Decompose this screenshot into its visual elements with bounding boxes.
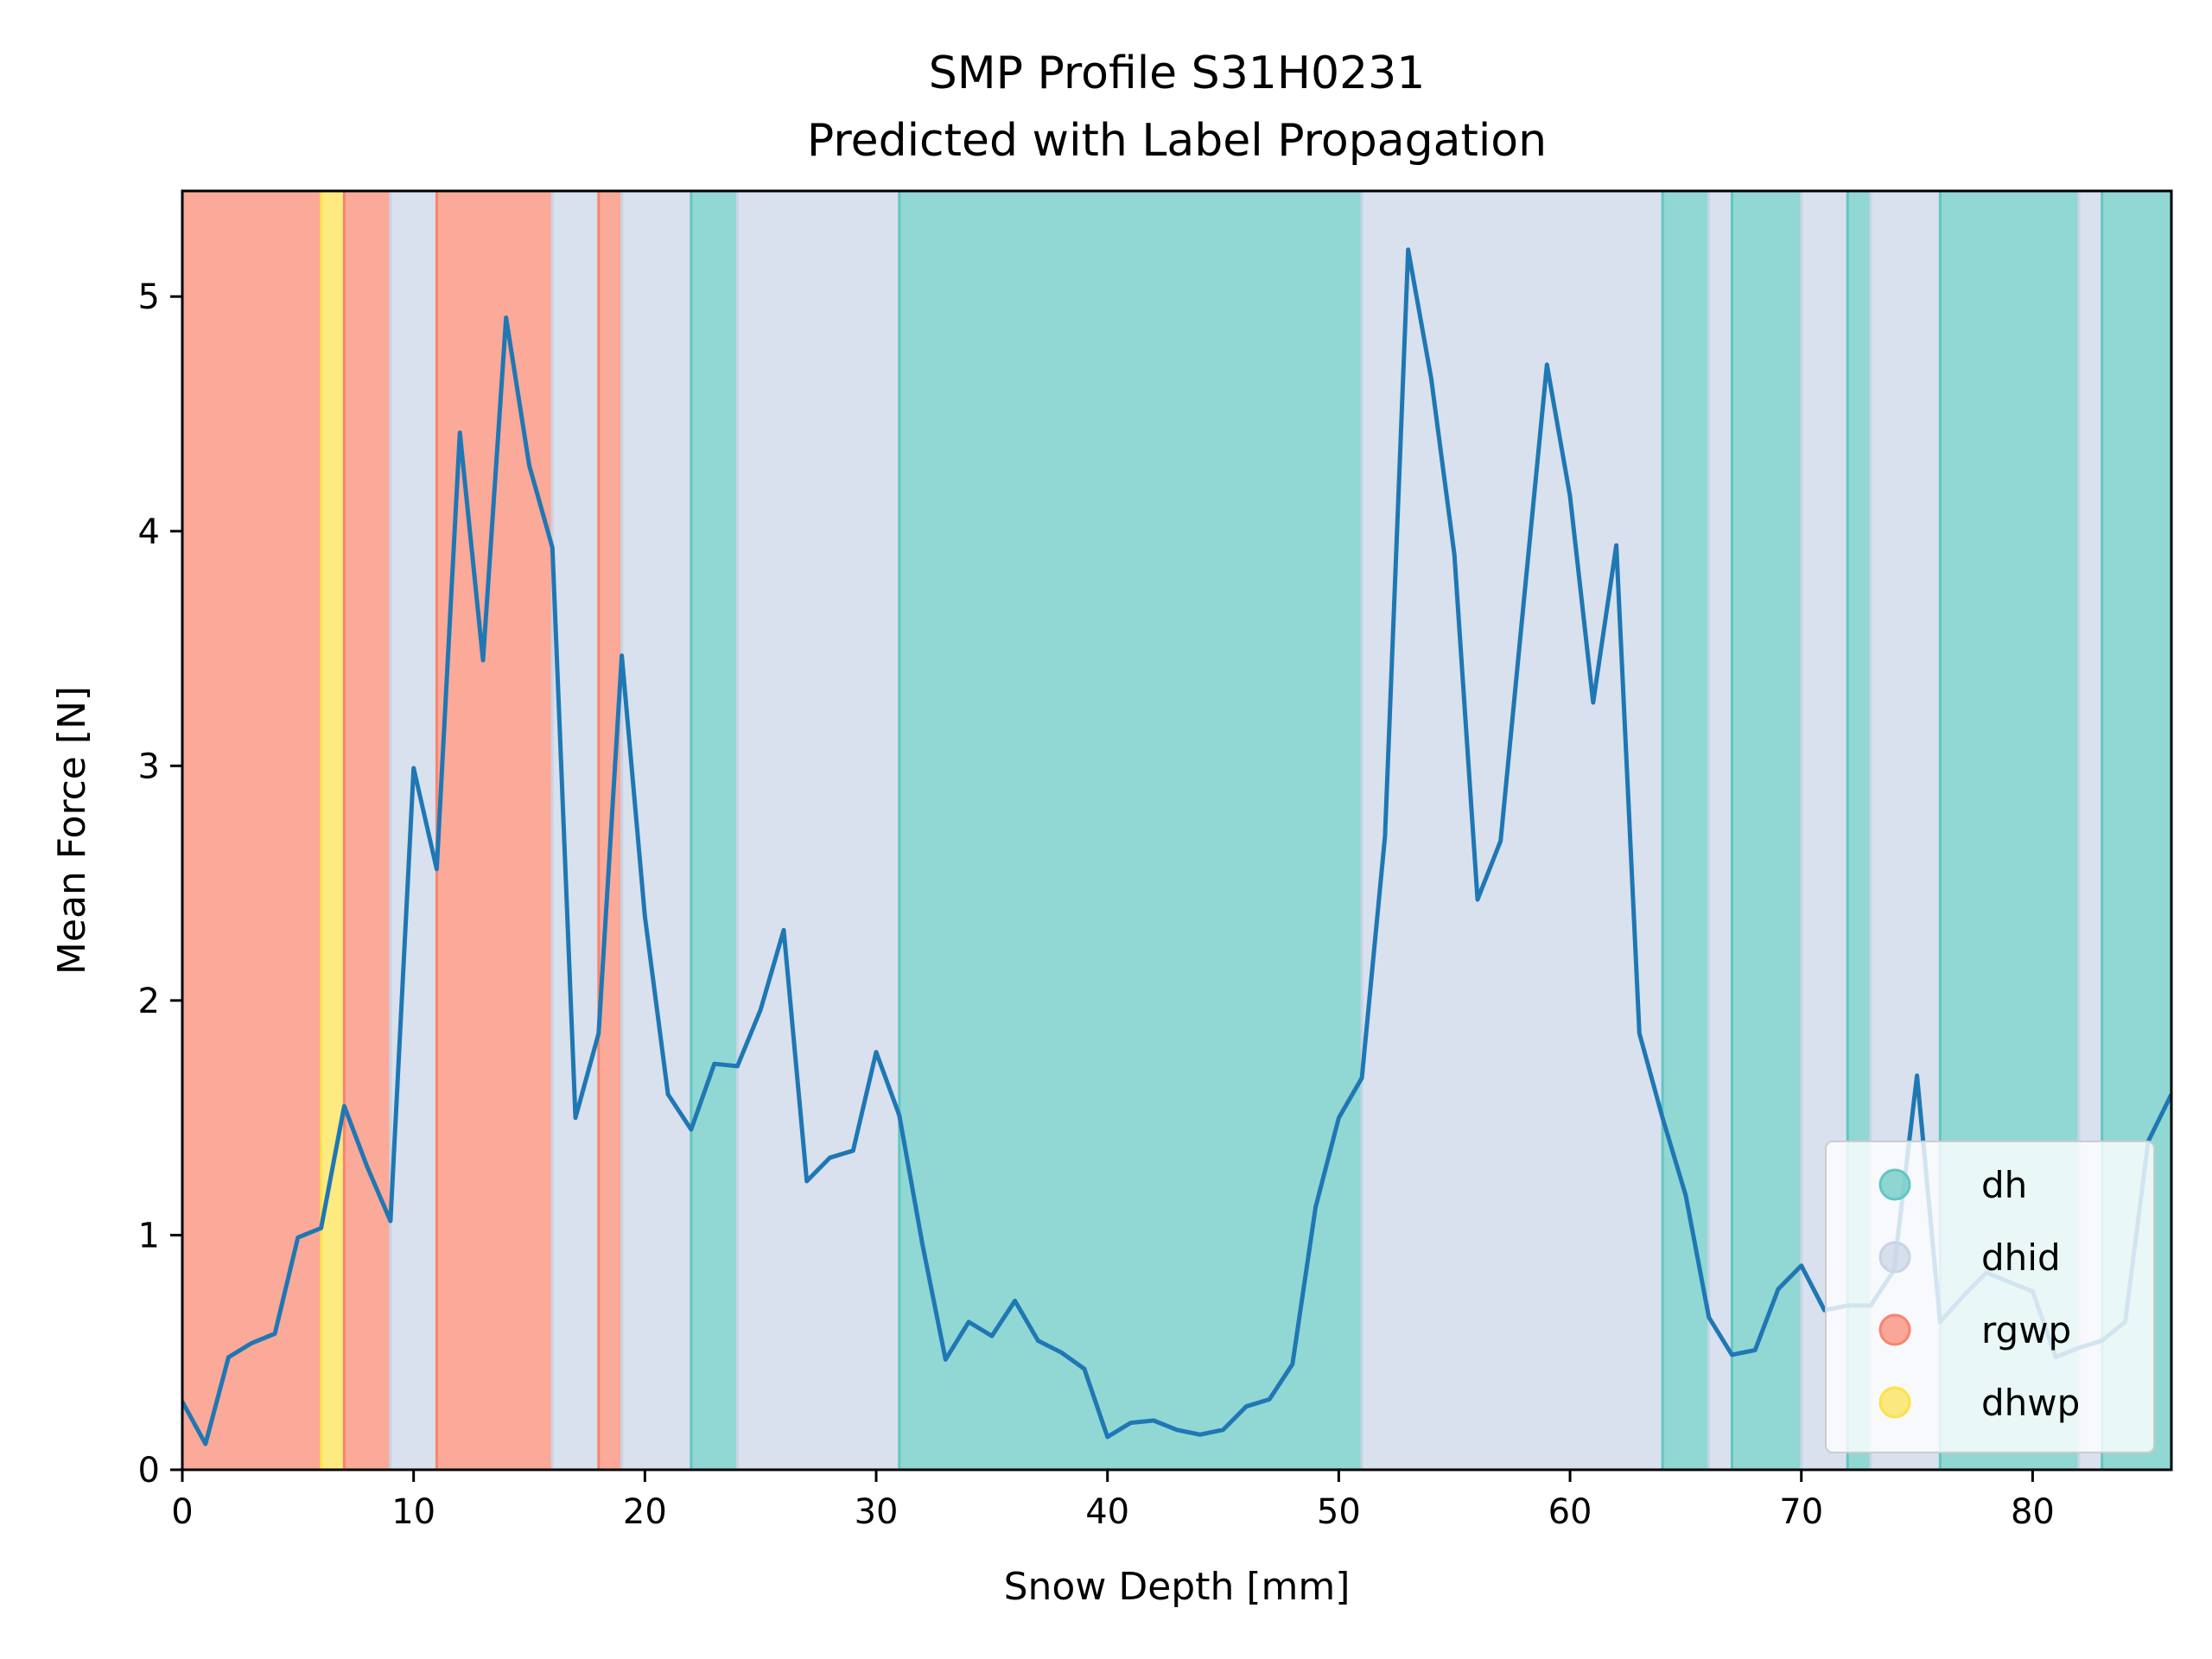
band-dh [690,191,738,1470]
band-dhid [1362,191,1663,1470]
y-tick-label: 4 [138,512,160,552]
x-tick-label: 20 [623,1492,667,1532]
y-tick-label: 2 [138,982,160,1021]
chart-subtitle: Predicted with Label Propagation [807,115,1547,167]
x-tick-label: 70 [1779,1492,1823,1532]
x-tick-label: 40 [1085,1492,1129,1532]
x-tick-label: 0 [171,1492,193,1532]
band-rgwp [436,191,553,1470]
legend: dh dhid rgwp dhwp [1825,1141,2155,1453]
legend-marker-rgwp [1878,1313,1911,1346]
y-tick-label: 1 [138,1216,160,1255]
legend-marker-dh [1878,1168,1911,1201]
band-rgwp [182,191,321,1470]
x-tick-label: 50 [1317,1492,1361,1532]
legend-box [1825,1141,2155,1453]
band-dh [1662,191,1709,1470]
y-tick-label: 3 [138,747,160,786]
y-tick-label: 5 [138,277,160,317]
plot-frame [181,189,2173,1471]
x-tick-label: 80 [2011,1492,2055,1532]
band-rgwp [344,191,391,1470]
chart-title: SMP Profile S31H0231 [929,48,1426,99]
x-tick-label: 60 [1548,1492,1592,1532]
x-tick-label: 30 [855,1492,899,1532]
x-axis-label: Snow Depth [mm] [1004,1565,1351,1609]
band-dhid [1708,191,1732,1470]
legend-label-rgwp: rgwp [1981,1309,2071,1351]
band-dhid [737,191,899,1470]
band-dh [1732,191,1802,1470]
legend-label-dhwp: dhwp [1981,1382,2080,1424]
band-dhid [621,191,691,1470]
band-dhid [552,191,599,1470]
legend-marker-dhwp [1878,1386,1911,1419]
x-axis: 0 10 20 30 40 50 60 70 80 [171,1470,2055,1532]
legend-label-dh: dh [1981,1164,2027,1206]
y-axis: 0 1 2 3 4 5 [138,277,182,1491]
class-bands [182,191,2171,1470]
band-dh [899,191,1363,1470]
legend-marker-dhid [1878,1241,1911,1274]
legend-label-dhid: dhid [1981,1236,2061,1279]
y-axis-label: Mean Force [N] [50,686,94,975]
band-dhwp [321,191,345,1470]
y-tick-label: 0 [138,1451,160,1491]
x-tick-label: 10 [391,1492,435,1532]
